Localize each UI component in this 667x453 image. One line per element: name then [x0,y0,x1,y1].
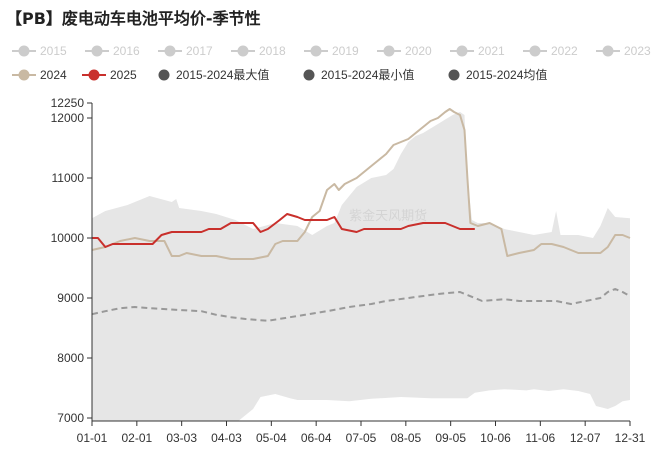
x-tick-label: 11-06 [525,431,555,445]
max-min-band [92,112,630,421]
legend-item-3[interactable]: 2018 [231,44,286,58]
x-tick-label: 09-05 [435,431,466,445]
legend-item-2[interactable]: 2017 [158,44,213,58]
legend-label: 2022 [551,44,578,58]
series-line-2024 [91,108,631,260]
legend-marker [383,45,395,57]
legend-marker [310,45,322,57]
series-line-2015-2024均值 [91,288,631,322]
legend-item-11[interactable]: 2015-2024最大值 [158,67,270,82]
legend-label: 2015-2024最小值 [321,67,414,82]
x-tick-label: 10-06 [480,431,511,445]
legend-item-10[interactable]: 2025 [82,68,137,82]
series-layer [91,108,631,322]
legend-label: 2021 [478,44,505,58]
legend-label: 2019 [332,44,359,58]
x-tick-label: 12-31 [615,431,646,445]
legend-marker [602,45,614,57]
legend-marker [456,45,468,57]
legend-marker [88,69,100,81]
x-tick-label: 08-05 [390,431,421,445]
legend-item-13[interactable]: 2015-2024均值 [448,67,548,82]
legend-label: 2025 [110,68,137,82]
legend-item-12[interactable]: 2015-2024最小值 [303,67,415,82]
legend-label: 2016 [113,44,140,58]
y-tick-label: 8000 [57,351,84,365]
chart-title: 【PB】废电动车电池平均价-季节性 [6,9,261,28]
x-tick-label: 02-01 [121,431,152,445]
watermark-layer: 紫金天风期货 [349,208,427,223]
legend-label: 2020 [405,44,432,58]
legend-marker [303,69,315,81]
y-tick-label: 12250 [51,96,85,110]
y-tick-label: 12000 [51,111,85,125]
legend-label: 2023 [624,44,651,58]
y-tick-label: 11000 [52,171,85,185]
legend-marker [164,45,176,57]
legend-marker [158,69,170,81]
legend-label: 2015-2024最大值 [176,67,269,82]
legend-item-9[interactable]: 2024 [12,68,67,82]
x-tick-label: 05-04 [256,431,287,445]
x-tick-label: 01-01 [77,431,108,445]
watermark: 紫金天风期货 [349,208,427,223]
legend-label: 2024 [40,68,67,82]
legend-marker [18,69,30,81]
legend-item-1[interactable]: 2016 [85,44,140,58]
legend-label: 2018 [259,44,286,58]
x-tick-label: 12-07 [570,431,601,445]
legend-marker [529,45,541,57]
legend-item-7[interactable]: 2022 [523,44,578,58]
legend-label: 2015 [40,44,67,58]
legend-item-4[interactable]: 2019 [304,44,359,58]
y-tick-label: 7000 [57,411,84,425]
legend-label: 2015-2024均值 [466,67,547,82]
series-line-2025 [92,213,475,248]
band-layer [92,112,630,421]
legend-marker [448,69,460,81]
legend: 2015 2016 2017 2018 2019 2020 2021 2022 2023 2024… [12,44,651,82]
legend-item-5[interactable]: 2020 [377,44,432,58]
legend-item-8[interactable]: 2023 [596,44,651,58]
x-tick-label: 04-03 [211,431,242,445]
legend-item-0[interactable]: 2015 [12,44,67,58]
legend-marker [18,45,30,57]
y-tick-label: 10000 [51,231,85,245]
legend-marker [237,45,249,57]
legend-label: 2017 [186,44,213,58]
legend-marker [91,45,103,57]
x-tick-label: 03-03 [166,431,197,445]
x-tick-label: 07-05 [346,431,377,445]
x-tick-label: 06-04 [301,431,332,445]
legend-item-6[interactable]: 2021 [450,44,505,58]
y-tick-label: 9000 [57,291,84,305]
